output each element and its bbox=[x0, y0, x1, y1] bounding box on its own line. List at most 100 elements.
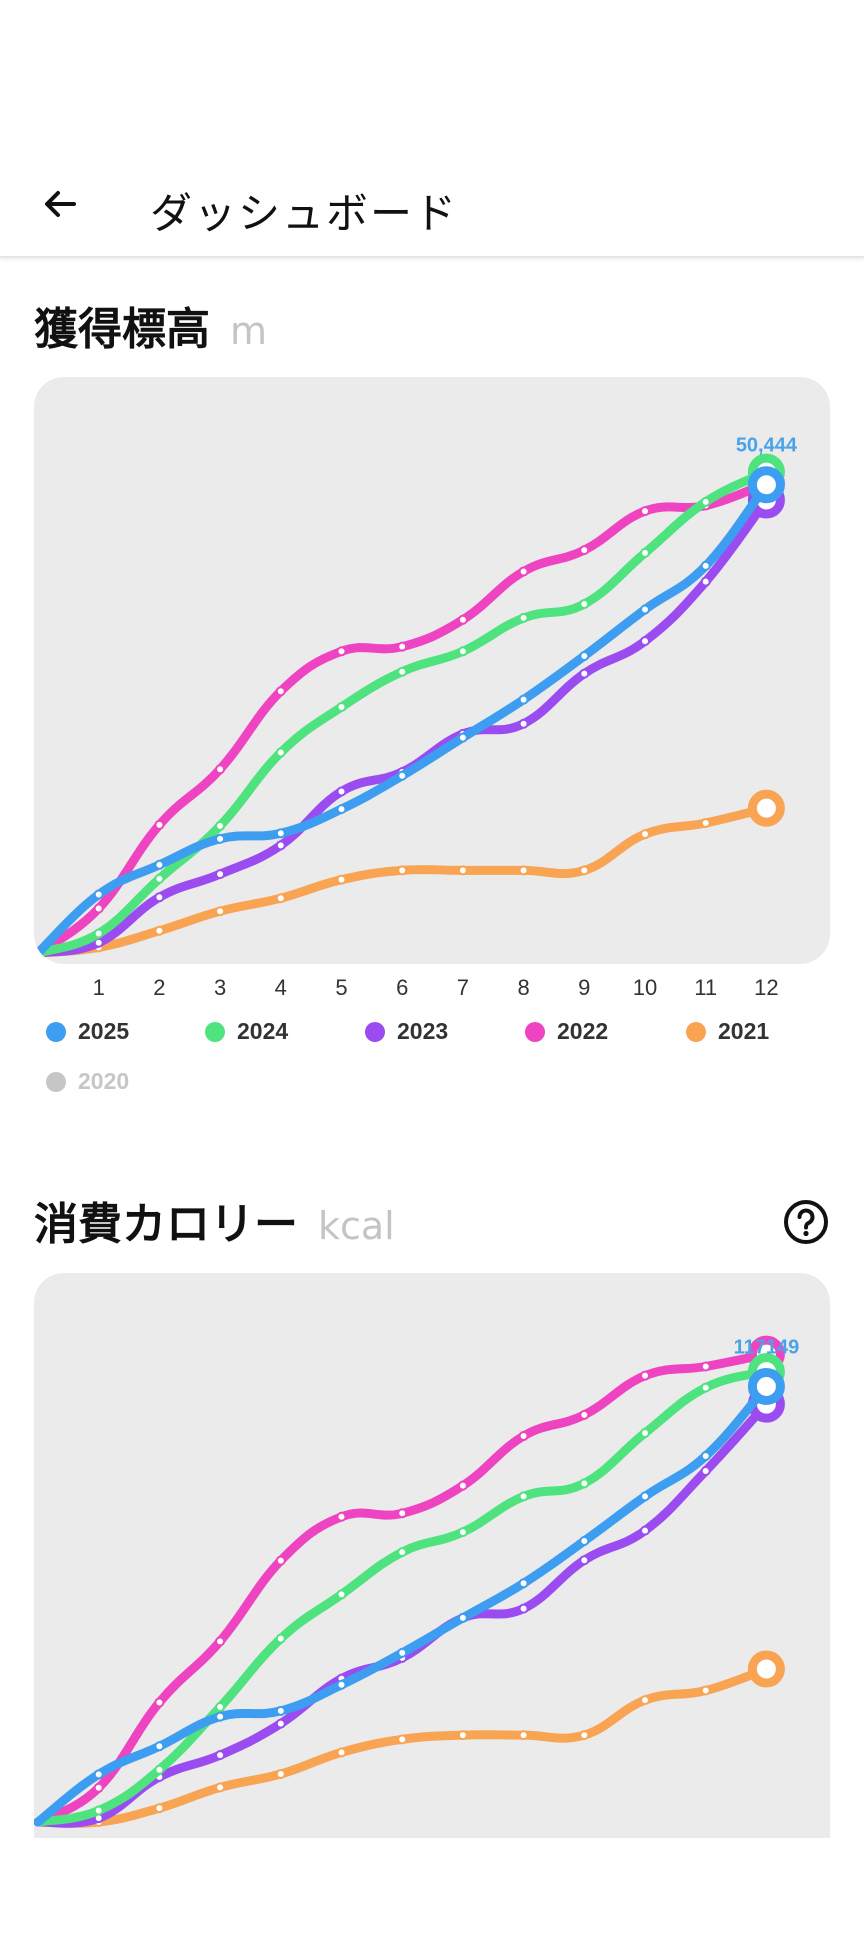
legend-label: 2020 bbox=[78, 1068, 130, 1094]
elevation-chart-svg: 50,444 bbox=[34, 435, 798, 958]
data-point-2024-2 bbox=[154, 873, 165, 884]
legend-dot bbox=[525, 1021, 545, 1042]
data-point-2024-3 bbox=[215, 820, 226, 831]
x-tick-label: 12 bbox=[754, 975, 779, 1000]
data-point-2025-10 bbox=[640, 604, 650, 615]
data-point-2025-3 bbox=[215, 1711, 226, 1722]
data-point-2025-5 bbox=[336, 804, 347, 815]
legend-label: 2021 bbox=[718, 1018, 770, 1044]
legend-dot bbox=[686, 1021, 706, 1042]
series-line-2022 bbox=[34, 1349, 771, 1827]
x-tick-label: 5 bbox=[335, 975, 348, 1000]
arrow-left-icon bbox=[45, 191, 76, 217]
legend-item-2025[interactable]: 2025 bbox=[46, 1018, 129, 1045]
data-point-2021-2 bbox=[154, 1803, 165, 1814]
section-header-elevation: 獲得標高 m bbox=[34, 293, 267, 357]
data-point-2021-9 bbox=[579, 865, 590, 876]
series-line-2021 bbox=[34, 803, 771, 958]
data-point-2024-7 bbox=[457, 1527, 468, 1538]
section-header-calories: 消費カロリー kcal bbox=[34, 1188, 395, 1252]
x-tick-label: 8 bbox=[517, 975, 530, 1000]
data-point-2025-9 bbox=[579, 650, 590, 661]
data-point-2024-11 bbox=[700, 1382, 711, 1393]
section-unit: kcal bbox=[318, 1204, 395, 1248]
data-point-2025-3 bbox=[215, 833, 226, 844]
data-point-2022-4 bbox=[275, 1555, 286, 1566]
data-point-2023-5 bbox=[336, 786, 347, 797]
legend-item-2022[interactable]: 2022 bbox=[525, 1018, 608, 1045]
back-button[interactable] bbox=[34, 178, 86, 230]
data-point-2022-3 bbox=[215, 764, 226, 775]
legend-item-2023[interactable]: 2023 bbox=[365, 1018, 448, 1045]
question-circle-icon bbox=[784, 1200, 828, 1244]
series-line-2021 bbox=[34, 1664, 771, 1828]
elevation-chart[interactable]: 50,444 bbox=[34, 377, 830, 964]
series-line-2025 bbox=[34, 1381, 771, 1827]
data-point-2025-7 bbox=[457, 1612, 468, 1623]
data-point-2024-9 bbox=[579, 1478, 590, 1489]
legend-dot bbox=[205, 1021, 225, 1042]
data-point-2024-5 bbox=[336, 1589, 347, 1600]
legend-label: 2022 bbox=[557, 1018, 609, 1044]
data-point-2025-10 bbox=[640, 1491, 650, 1502]
data-point-2022-7 bbox=[457, 614, 468, 625]
legend-item-2024[interactable]: 2024 bbox=[205, 1018, 288, 1045]
help-button[interactable] bbox=[782, 1198, 830, 1246]
data-point-2023-2 bbox=[154, 892, 165, 903]
data-point-2022-5 bbox=[336, 1511, 347, 1522]
data-point-2023-4 bbox=[275, 840, 286, 851]
data-point-2023-1 bbox=[93, 937, 104, 948]
data-point-2025-6 bbox=[397, 770, 408, 781]
data-point-2025-1 bbox=[93, 1769, 104, 1780]
data-point-2023-4 bbox=[275, 1718, 286, 1729]
data-point-2024-1 bbox=[93, 928, 104, 939]
data-point-2023-8 bbox=[518, 718, 529, 729]
data-point-2025-11 bbox=[700, 560, 711, 571]
data-point-2021-5 bbox=[336, 1747, 347, 1758]
data-point-2021-11 bbox=[700, 1685, 711, 1696]
x-tick-label: 2 bbox=[153, 975, 166, 1000]
data-point-2023-11 bbox=[700, 576, 711, 587]
data-point-2021-4 bbox=[275, 1768, 286, 1779]
data-point-2022-10 bbox=[640, 1370, 650, 1381]
x-tick-label: 1 bbox=[92, 975, 105, 1000]
data-point-2024-3 bbox=[215, 1702, 226, 1713]
data-point-2023-10 bbox=[640, 1525, 650, 1536]
data-point-2024-1 bbox=[93, 1805, 104, 1816]
data-point-2021-8 bbox=[518, 865, 529, 876]
data-point-2024-8 bbox=[518, 1491, 529, 1502]
x-tick-label: 7 bbox=[456, 975, 470, 1000]
legend-item-2020[interactable]: 2020 bbox=[46, 1068, 129, 1095]
status-bar-area bbox=[0, 0, 864, 150]
data-point-2021-10 bbox=[640, 1695, 650, 1706]
x-tick-label: 4 bbox=[274, 975, 287, 1000]
data-point-2025-2 bbox=[154, 1741, 165, 1752]
app-bar: ダッシュボード bbox=[0, 150, 864, 258]
data-point-2022-6 bbox=[397, 1508, 408, 1519]
data-point-2023-3 bbox=[215, 869, 226, 880]
data-point-2022-5 bbox=[336, 646, 347, 657]
data-point-2023-11 bbox=[700, 1466, 711, 1477]
data-point-2021-10 bbox=[640, 829, 650, 840]
data-point-2025-4 bbox=[275, 828, 286, 839]
data-point-2024-11 bbox=[700, 496, 711, 507]
legend-label: 2025 bbox=[78, 1018, 130, 1044]
x-axis-ticks: 1 2 3 4 5 6 7 8 9 10 11 12 bbox=[34, 975, 830, 1011]
data-point-2022-10 bbox=[640, 506, 650, 517]
data-point-2023-10 bbox=[640, 636, 650, 647]
data-point-2024-4 bbox=[275, 747, 286, 758]
legend-label: 2024 bbox=[237, 1018, 289, 1044]
data-point-2022-8 bbox=[518, 566, 529, 577]
data-point-2024-7 bbox=[457, 646, 468, 657]
data-point-2025-8 bbox=[518, 1578, 529, 1589]
end-marker-2021 bbox=[747, 789, 785, 827]
section-title: 消費カロリー bbox=[34, 1199, 298, 1250]
data-point-2022-9 bbox=[579, 1409, 590, 1420]
series-line-2023 bbox=[34, 1399, 771, 1828]
data-point-2021-2 bbox=[154, 925, 165, 936]
legend-dot bbox=[46, 1021, 66, 1042]
data-point-2022-4 bbox=[275, 686, 286, 697]
calories-chart[interactable]: 117149 bbox=[34, 1273, 830, 1838]
data-point-2024-5 bbox=[336, 702, 347, 712]
legend-item-2021[interactable]: 2021 bbox=[686, 1018, 769, 1045]
